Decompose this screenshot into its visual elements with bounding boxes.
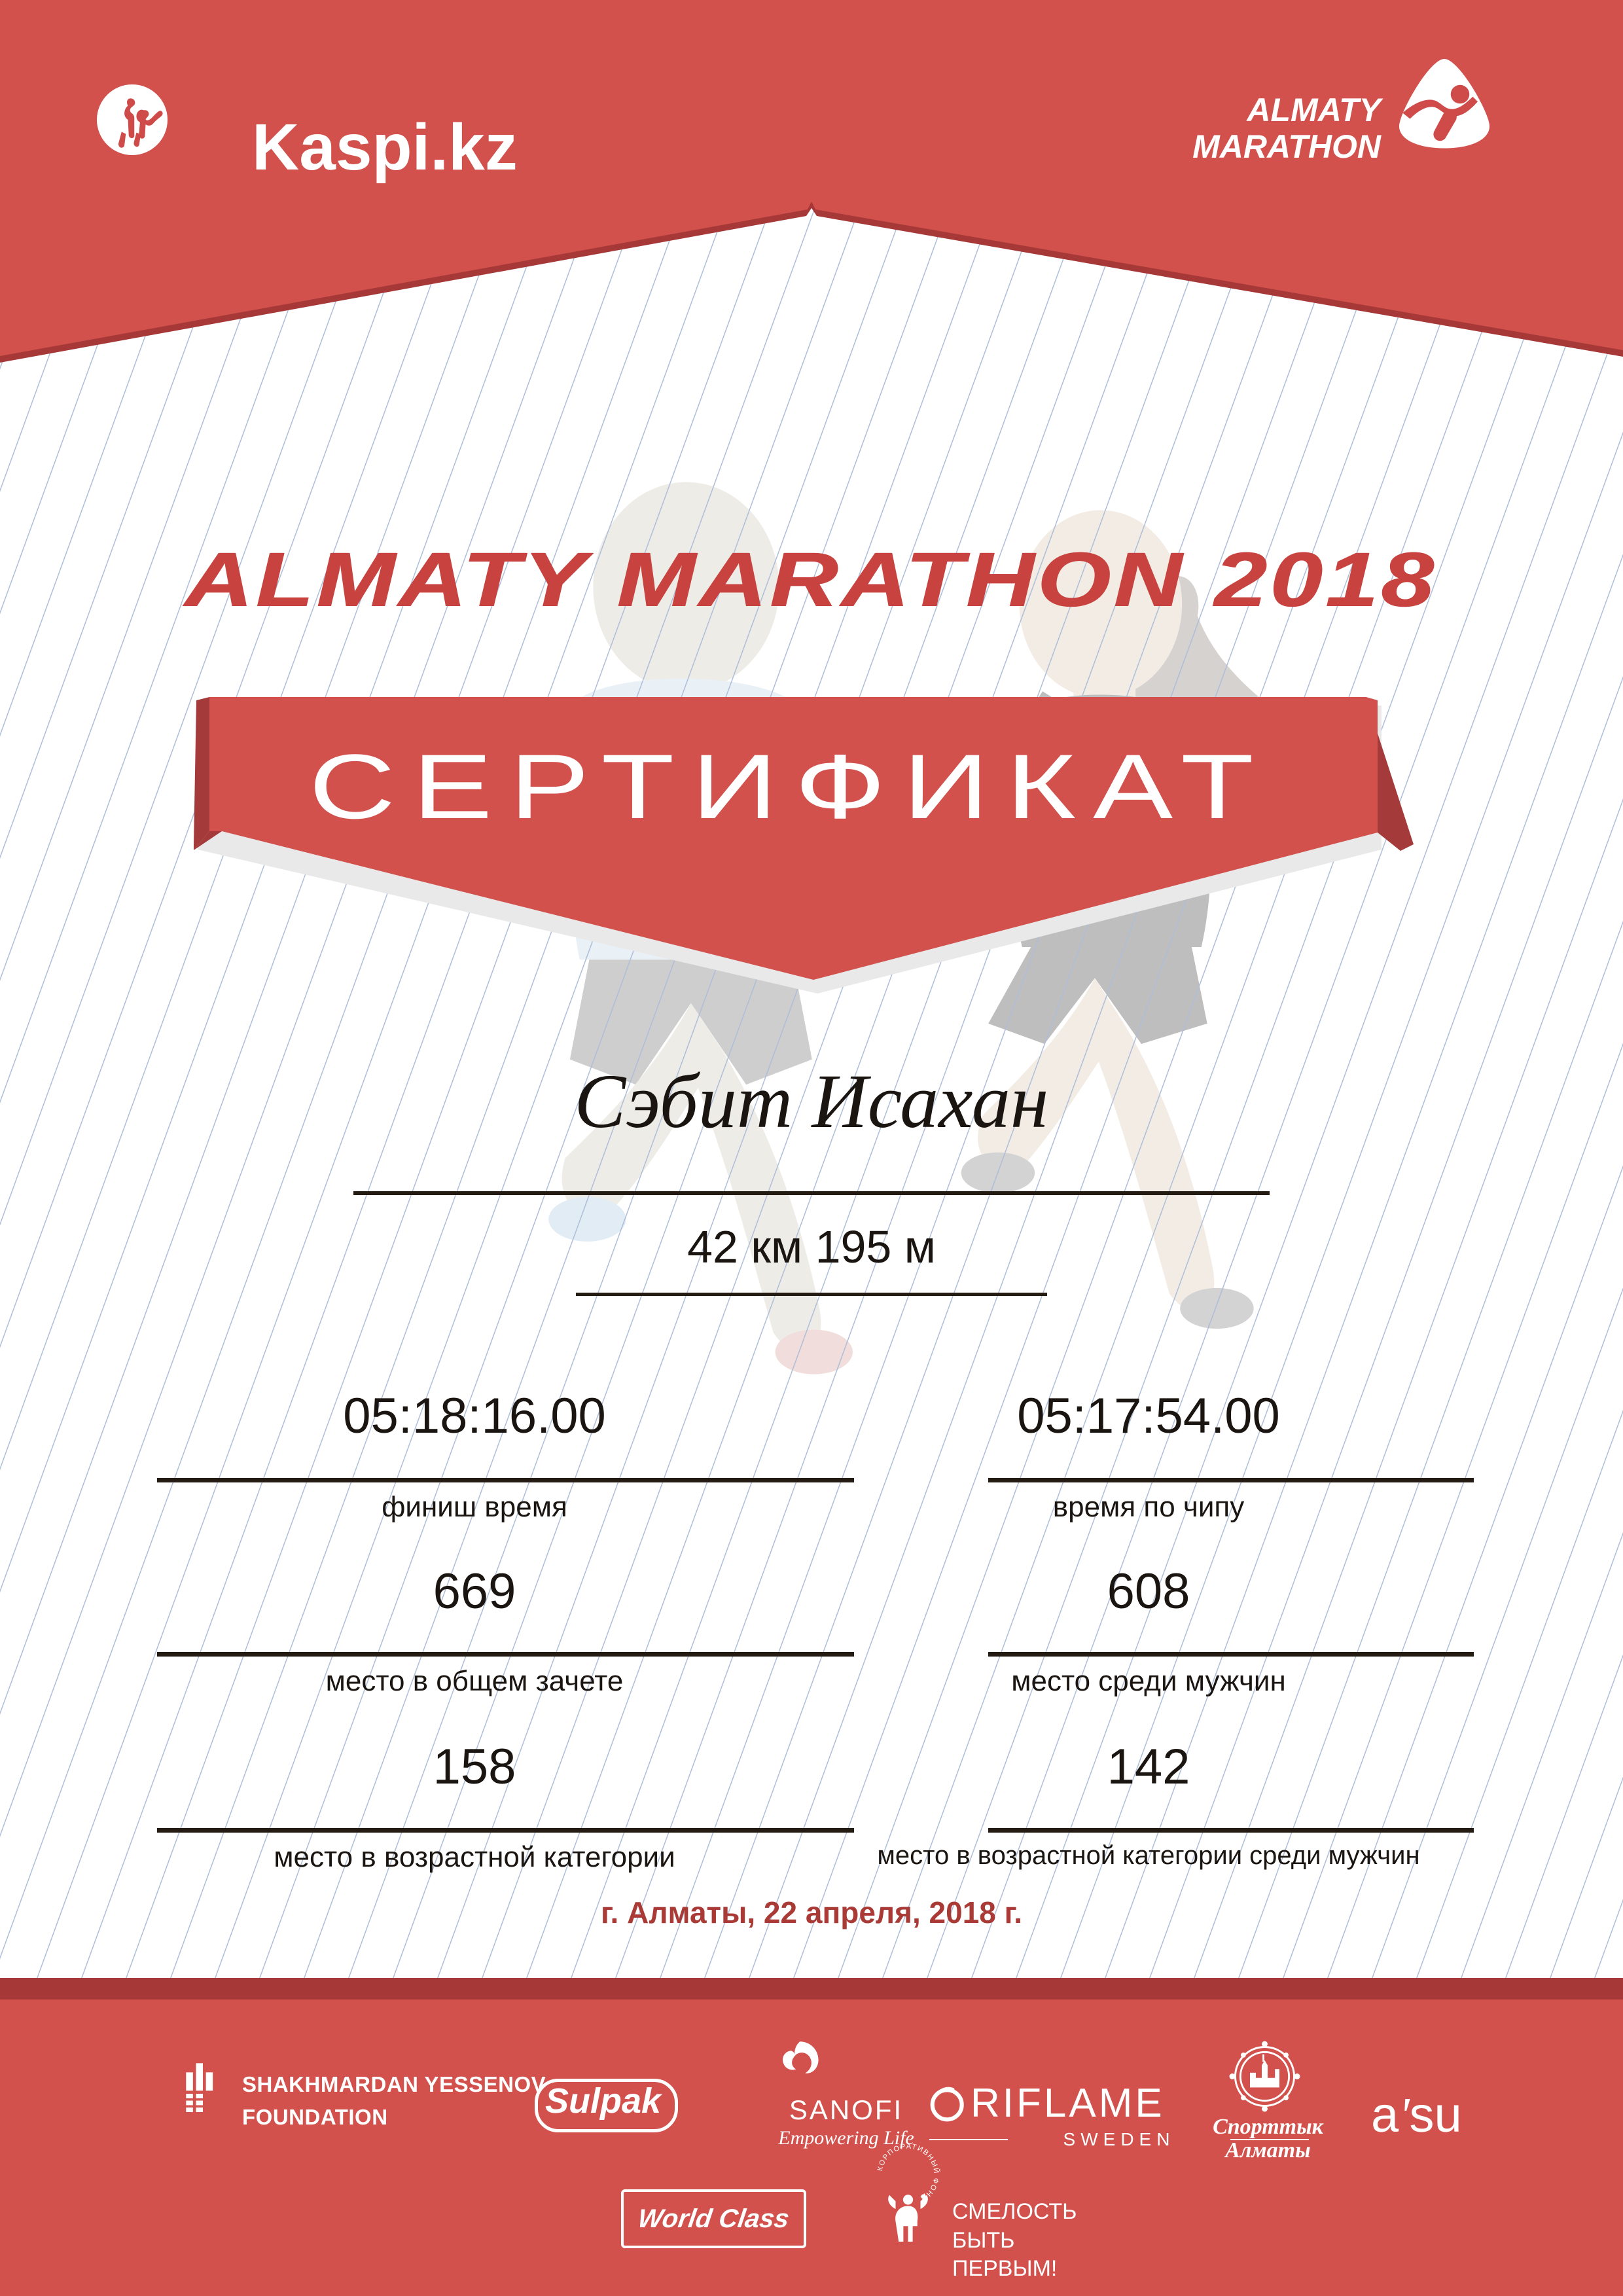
svg-text:КОРПОРАТИВНЫЙ ФОНД: КОРПОРАТИВНЫЙ ФОНД: [876, 2142, 941, 2202]
svg-text:СЕРТИФИКАТ: СЕРТИФИКАТ: [309, 735, 1271, 838]
